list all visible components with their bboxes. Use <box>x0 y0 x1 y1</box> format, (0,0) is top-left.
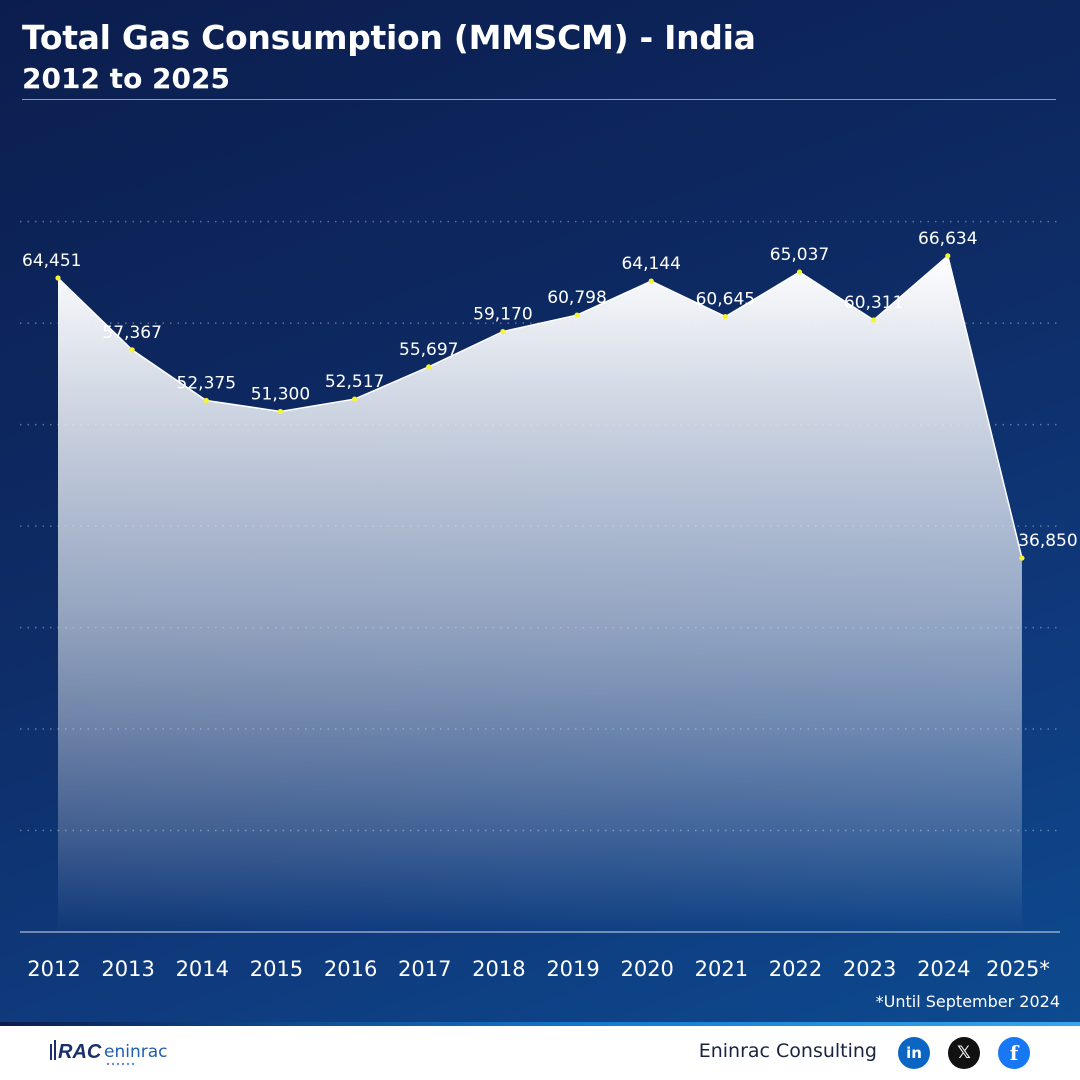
x-tick-label: 2024 <box>917 957 970 981</box>
data-point <box>871 317 877 323</box>
data-label: 51,300 <box>251 384 310 404</box>
data-labels: 64,451 57,367 52,375 51,300 52,517 55,697 59,1… <box>22 229 1078 551</box>
accent-bar <box>0 1022 1080 1026</box>
x-tick-label: 2022 <box>769 957 822 981</box>
data-point <box>648 278 654 284</box>
svg-text:RAC: RAC <box>58 1041 102 1063</box>
data-label: 52,517 <box>325 372 384 392</box>
x-tick-label: 2014 <box>176 957 229 981</box>
data-label: 65,037 <box>770 245 829 265</box>
data-point <box>352 396 358 402</box>
chart-panel: Total Gas Consumption (MMSCM) - India 20… <box>0 0 1080 1022</box>
data-point <box>129 347 135 353</box>
data-label: 60,645 <box>696 290 755 310</box>
data-point <box>574 312 580 318</box>
footnote: *Until September 2024 <box>875 992 1060 1011</box>
x-tick-label: 2017 <box>398 957 451 981</box>
data-point <box>945 253 951 259</box>
data-label: 66,634 <box>918 229 977 249</box>
series-line <box>57 254 1023 559</box>
data-point <box>1019 555 1025 561</box>
facebook-icon[interactable]: f <box>998 1037 1030 1069</box>
x-tick-label: 2015 <box>250 957 303 981</box>
data-label: 59,170 <box>473 305 532 325</box>
data-label: 64,144 <box>621 254 680 274</box>
x-tick-label: 2020 <box>620 957 673 981</box>
data-point <box>55 275 61 281</box>
data-markers <box>55 253 1025 561</box>
area-series <box>57 254 1023 932</box>
x-tick-label: 2021 <box>695 957 748 981</box>
data-label: 55,697 <box>399 340 458 360</box>
x-tick-label: 2023 <box>843 957 896 981</box>
x-tick-label: 2012 <box>27 957 80 981</box>
area-fill <box>58 255 1022 932</box>
data-label: 36,850 <box>1018 531 1077 551</box>
x-axis-ticks: 2012 2013 2014 2015 2016 2017 2018 2019 2020 2021… <box>27 957 1050 981</box>
x-tick-label: 2013 <box>101 957 154 981</box>
linkedin-icon[interactable]: in <box>898 1037 930 1069</box>
chart-title: Total Gas Consumption (MMSCM) - India <box>22 18 756 57</box>
x-tick-label: 2025* <box>986 957 1050 981</box>
data-point <box>203 397 209 404</box>
data-label: 60,311 <box>844 293 903 313</box>
data-label: 64,451 <box>22 251 81 271</box>
data-label: 60,798 <box>547 288 606 308</box>
title-divider <box>22 99 1056 100</box>
x-icon[interactable]: 𝕏 <box>948 1037 980 1069</box>
area-chart: 64,451 57,367 52,375 51,300 52,517 55,697 59,1… <box>22 229 1078 981</box>
data-label: 57,367 <box>102 323 161 343</box>
footer: RAC eninrac Eninrac Consulting in 𝕏 f <box>0 1026 1080 1080</box>
data-point <box>277 408 284 415</box>
data-point <box>500 328 506 335</box>
data-label: 52,375 <box>177 374 236 394</box>
x-tick-label: 2019 <box>546 957 599 981</box>
x-tick-label: 2018 <box>472 957 525 981</box>
data-point <box>426 364 432 370</box>
data-point <box>722 314 728 320</box>
eninrac-logo: RAC eninrac <box>50 1040 167 1066</box>
chart-subtitle: 2012 to 2025 <box>22 62 230 95</box>
data-point <box>796 269 803 275</box>
svg-text:eninrac: eninrac <box>104 1042 167 1062</box>
brand-name: Eninrac Consulting <box>698 1040 877 1062</box>
x-tick-label: 2016 <box>324 957 377 981</box>
